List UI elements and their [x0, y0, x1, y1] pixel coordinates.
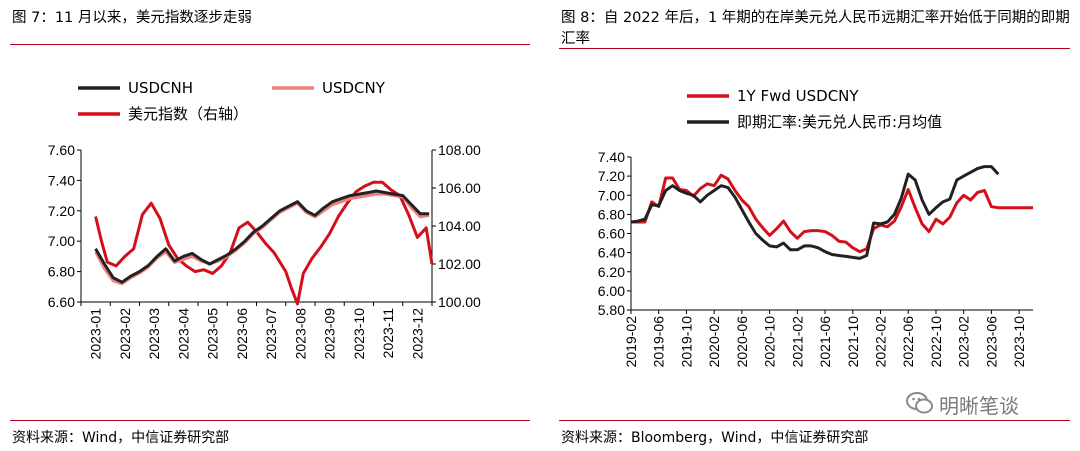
right-chart: 7.407.207.006.806.606.406.206.005.802019… [598, 87, 1033, 368]
x-tick-label: 2021-02 [789, 316, 805, 368]
x-tick-label: 2023-09 [322, 308, 338, 360]
left-y-tick-label: 7.60 [48, 142, 75, 158]
right-y-tick-label: 102.00 [438, 256, 481, 272]
series-line-dollar-index [94, 180, 434, 306]
x-tick-label: 2019-10 [678, 316, 694, 368]
x-tick-label: 2020-06 [734, 316, 750, 368]
x-tick-label: 2019-02 [623, 316, 639, 368]
x-tick-label: 2023-10 [351, 308, 367, 360]
right-y-tick-label: 106.00 [438, 180, 481, 196]
y-tick-label: 6.20 [598, 264, 625, 280]
x-tick-label: 2023-11 [380, 308, 396, 359]
x-tick-label: 2021-10 [845, 316, 861, 368]
series-line-usdcnh [94, 189, 430, 284]
x-tick-label: 2020-10 [762, 316, 778, 368]
x-tick-label: 2023-12 [409, 308, 425, 360]
right-y-tick-label: 108.00 [438, 142, 481, 158]
right-y-tick-label: 100.00 [438, 294, 481, 310]
series-line-spot [630, 165, 1000, 260]
legend-label: 美元指数（右轴） [128, 105, 248, 123]
y-tick-label: 6.40 [598, 245, 625, 261]
series-line-forward [631, 173, 1033, 254]
y-tick-label: 6.60 [598, 226, 625, 242]
left-figure-title: 图 7：11 月以来，美元指数逐步走弱 [12, 10, 252, 26]
legend-label: USDCNH [128, 79, 193, 97]
watermark: 明晰笔谈 [905, 388, 1065, 418]
left-figure-panel: 图 7：11 月以来，美元指数逐步走弱 7.60 7.40 7.20 7.00 6.80… [10, 10, 530, 446]
legend-label: 即期汇率:美元兑人民币:月均值 [737, 113, 942, 131]
right-figure-panel: 图 8：自 2022 年后，1 年期的在岸美元兑人民币远期汇率开始低于同期的即期… [549, 0, 1080, 451]
x-tick-label: 2019-06 [651, 316, 667, 368]
left-y-tick-label: 6.60 [48, 294, 75, 310]
x-tick-label: 2023-05 [205, 308, 221, 360]
x-tick-label: 2021-06 [817, 316, 833, 368]
left-title-rule [10, 44, 530, 45]
right-y-tick-label: 104.00 [438, 218, 481, 234]
legend-label: USDCNY [322, 79, 386, 97]
left-source-rule [10, 420, 530, 421]
right-source-text: 资料来源：Bloomberg，Wind，中信证券研究部 [561, 430, 869, 446]
x-tick-label: 2023-06 [234, 308, 250, 360]
x-tick-label: 2022-06 [900, 316, 916, 368]
y-tick-label: 7.00 [598, 187, 625, 203]
x-tick-label: 2023-01 [88, 308, 104, 360]
left-y-tick-label: 7.20 [48, 203, 75, 219]
wechat-logo-icon [906, 392, 933, 414]
right-source-rule [559, 420, 1070, 421]
y-tick-label: 7.20 [598, 168, 625, 184]
x-tick-label: 2023-08 [292, 308, 308, 360]
left-y-tick-label: 7.40 [48, 172, 75, 188]
right-title-rule [559, 48, 1070, 49]
y-tick-label: 6.00 [598, 283, 625, 299]
watermark-text: 明晰笔谈 [939, 394, 1019, 418]
x-tick-label: 2020-02 [706, 316, 722, 368]
x-tick-label: 2023-03 [146, 308, 162, 360]
x-tick-label: 2023-02 [117, 308, 133, 360]
y-tick-label: 7.40 [598, 149, 625, 165]
x-tick-label: 2022-10 [928, 316, 944, 368]
left-chart: 7.60 7.40 7.20 7.00 6.80 6.60 108.00 106.00 104.… [48, 79, 481, 360]
left-source-text: 资料来源：Wind，中信证券研究部 [12, 430, 230, 446]
y-tick-label: 6.80 [598, 206, 625, 222]
y-tick-label: 5.80 [598, 302, 625, 318]
legend-label: 1Y Fwd USDCNY [737, 87, 859, 105]
x-tick-label: 2023-07 [263, 308, 279, 360]
x-tick-label: 2023-06 [983, 316, 999, 368]
left-y-tick-label: 7.00 [48, 233, 75, 249]
x-tick-label: 2023-04 [175, 308, 191, 360]
x-tick-label: 2023-02 [956, 316, 972, 368]
x-tick-label: 2023-10 [1011, 316, 1027, 368]
x-tick-label: 2022-02 [873, 316, 889, 368]
right-figure-title: 图 8：自 2022 年后，1 年期的在岸美元兑人民币远期汇率开始低于同期的即期… [561, 10, 1070, 47]
left-y-tick-label: 6.80 [48, 264, 75, 280]
